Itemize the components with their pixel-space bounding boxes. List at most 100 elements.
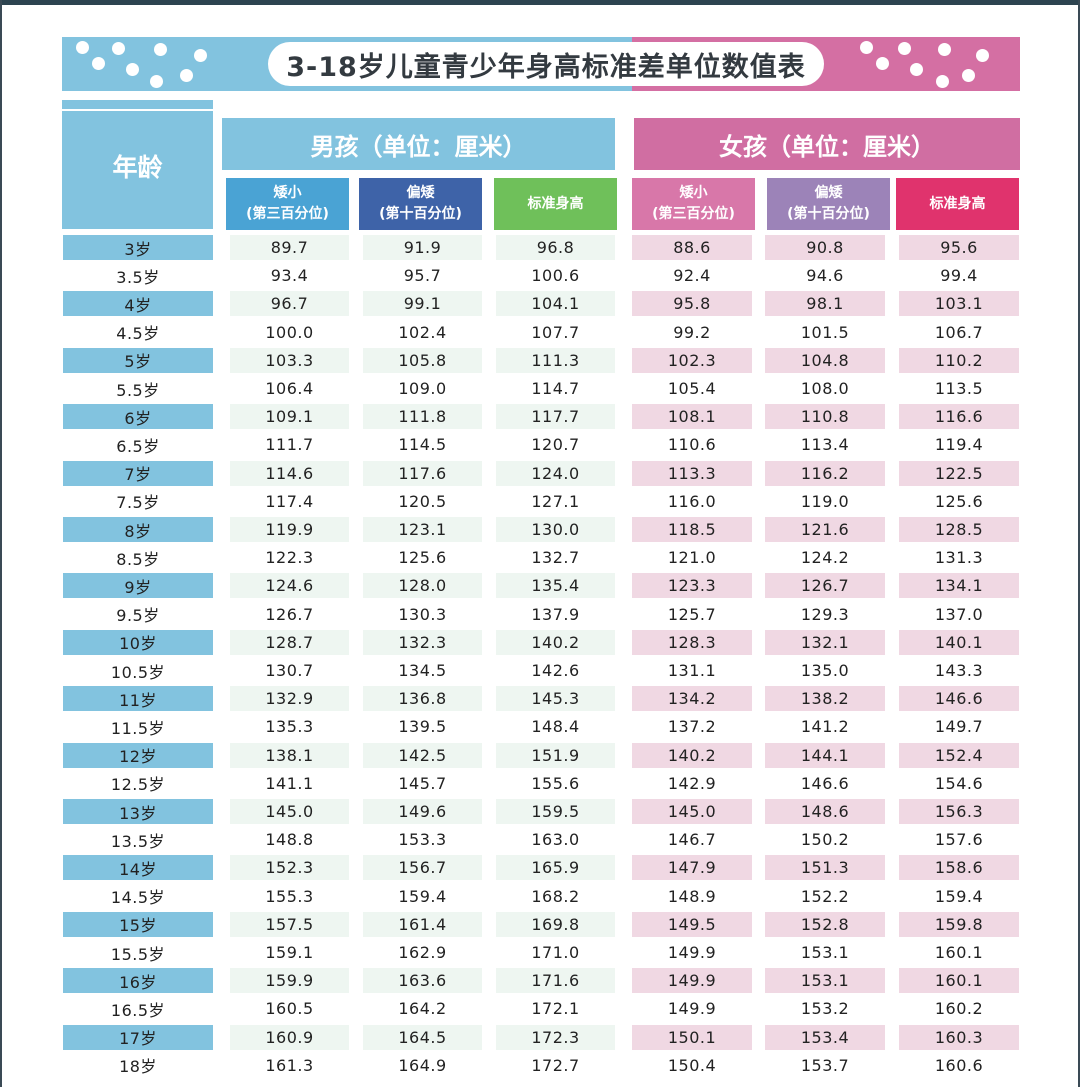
girls-short-cell: 147.9 bbox=[632, 855, 752, 881]
girls-short-cell: 134.2 bbox=[632, 686, 752, 712]
girls-standard-header: 标准身高 bbox=[896, 178, 1019, 230]
boys-below-avg-cell: 128.0 bbox=[363, 573, 482, 599]
girls-short-cell: 149.9 bbox=[632, 968, 752, 994]
boys-standard-cell: 155.6 bbox=[531, 773, 580, 793]
girls-short-cell: 121.0 bbox=[667, 548, 717, 568]
girls-below-avg-cell: 144.1 bbox=[765, 742, 885, 768]
age-cell: 16岁 bbox=[63, 968, 213, 994]
boys-short-cell: 135.3 bbox=[265, 717, 314, 737]
boys-below-avg-cell: 111.8 bbox=[363, 404, 482, 430]
table-row: 13岁 145.0 149.6 159.5 145.0 148.6 156.3 bbox=[0, 797, 1080, 825]
age-cell: 9.5岁 bbox=[116, 606, 160, 626]
table-row: 18岁 161.3 164.9 172.7 150.4 153.7 160.6 bbox=[0, 1051, 1080, 1079]
banner-dot bbox=[910, 63, 923, 76]
girls-standard-cell: 116.6 bbox=[899, 404, 1019, 430]
boys-standard-cell: 163.0 bbox=[531, 830, 580, 850]
header-line2: (第十百分位) bbox=[787, 206, 870, 222]
girls-standard-cell: 160.1 bbox=[934, 943, 984, 962]
girls-short-cell: 113.3 bbox=[632, 460, 752, 486]
girls-short-cell: 125.7 bbox=[667, 604, 717, 624]
girls-standard-cell: 159.8 bbox=[899, 911, 1019, 937]
girls-short-cell: 99.2 bbox=[673, 322, 711, 342]
girls-standard-cell: 122.5 bbox=[899, 460, 1019, 486]
girls-standard-cell: 160.1 bbox=[899, 968, 1019, 994]
girls-below-avg-cell: 108.0 bbox=[800, 379, 850, 398]
girls-short-cell: 128.3 bbox=[632, 629, 752, 655]
boys-short-cell: 130.7 bbox=[265, 661, 314, 680]
boys-short-cell: 100.0 bbox=[265, 322, 314, 342]
table-row: 6岁 109.1 111.8 117.7 108.1 110.8 116.6 bbox=[0, 402, 1080, 430]
age-cell: 14.5岁 bbox=[110, 888, 166, 908]
boys-short-header: 矮小 (第三百分位) bbox=[226, 178, 349, 230]
boys-below-avg-cell: 117.6 bbox=[363, 460, 482, 486]
table-row: 14.5岁 155.3 159.4 168.2 148.9 152.2 159.4 bbox=[0, 882, 1080, 910]
age-cell: 13.5岁 bbox=[110, 831, 166, 851]
header-line1: 标准身高 bbox=[527, 195, 584, 212]
age-cell: 17岁 bbox=[63, 1024, 213, 1050]
girls-short-cell: 105.4 bbox=[667, 379, 717, 398]
boys-below-avg-cell: 159.4 bbox=[398, 886, 447, 906]
girls-below-avg-cell: 98.1 bbox=[765, 291, 885, 317]
boys-standard-cell: 107.7 bbox=[531, 322, 580, 342]
girls-below-avg-cell: 124.2 bbox=[800, 548, 850, 568]
table-row: 14岁 152.3 156.7 165.9 147.9 151.3 158.6 bbox=[0, 853, 1080, 881]
boys-short-cell: 128.7 bbox=[230, 629, 349, 655]
girls-below-avg-cell: 121.6 bbox=[765, 517, 885, 542]
girls-short-cell: 118.5 bbox=[632, 517, 752, 542]
boys-short-cell: 132.9 bbox=[230, 686, 349, 712]
boys-standard-cell: 104.1 bbox=[496, 291, 615, 317]
boys-below-avg-cell: 130.3 bbox=[398, 604, 447, 624]
boys-short-cell: 114.6 bbox=[230, 460, 349, 486]
table-row: 9.5岁 126.7 130.3 137.9 125.7 129.3 137.0 bbox=[0, 600, 1080, 628]
age-cell: 15.5岁 bbox=[110, 944, 166, 964]
girls-standard-cell: 159.4 bbox=[934, 886, 984, 906]
boys-standard-cell: 142.6 bbox=[531, 661, 580, 680]
boys-short-cell: 126.7 bbox=[265, 604, 314, 624]
boys-short-cell: 119.9 bbox=[230, 517, 349, 542]
boys-short-cell: 148.8 bbox=[265, 830, 314, 850]
header-line2: (第十百分位) bbox=[379, 206, 462, 222]
girls-below-avg-header: 偏矮 (第十百分位) bbox=[767, 178, 890, 230]
boys-standard-cell: 168.2 bbox=[531, 886, 580, 906]
girls-standard-cell: 131.3 bbox=[934, 548, 984, 568]
header-line1: 标准身高 bbox=[929, 195, 986, 212]
table-row: 6.5岁 111.7 114.5 120.7 110.6 113.4 119.4 bbox=[0, 430, 1080, 458]
girls-below-avg-cell: 90.8 bbox=[765, 235, 885, 260]
table-row: 10.5岁 130.7 134.5 142.6 131.1 135.0 143.3 bbox=[0, 656, 1080, 684]
boys-standard-cell: 135.4 bbox=[496, 573, 615, 599]
girls-short-cell: 131.1 bbox=[667, 661, 717, 680]
table-row: 13.5岁 148.8 153.3 163.0 146.7 150.2 157.6 bbox=[0, 825, 1080, 853]
girls-below-avg-cell: 153.7 bbox=[800, 1055, 850, 1075]
boys-below-avg-cell: 163.6 bbox=[363, 968, 482, 994]
girls-standard-cell: 160.3 bbox=[899, 1024, 1019, 1050]
boys-standard-cell: 172.3 bbox=[496, 1024, 615, 1050]
girls-standard-cell: 158.6 bbox=[899, 855, 1019, 881]
girls-short-cell: 142.9 bbox=[667, 773, 717, 793]
girls-below-avg-cell: 135.0 bbox=[800, 661, 850, 680]
girls-short-cell: 102.3 bbox=[632, 347, 752, 373]
boys-below-avg-cell: 164.5 bbox=[363, 1024, 482, 1050]
girls-short-cell: 146.7 bbox=[667, 830, 717, 850]
girls-short-cell: 110.6 bbox=[667, 435, 717, 455]
boys-short-cell: 106.4 bbox=[265, 379, 314, 398]
boys-below-avg-cell: 125.6 bbox=[398, 548, 447, 568]
boys-standard-cell: 148.4 bbox=[531, 717, 580, 737]
boys-standard-cell: 151.9 bbox=[496, 742, 615, 768]
boys-standard-cell: 120.7 bbox=[531, 435, 580, 455]
boys-group-header: 男孩（单位：厘米） bbox=[222, 118, 615, 170]
girls-short-cell: 149.9 bbox=[667, 943, 717, 962]
table-row: 3.5岁 93.4 95.7 100.6 92.4 94.6 99.4 bbox=[0, 261, 1080, 289]
girls-below-avg-cell: 148.6 bbox=[765, 799, 885, 824]
girls-short-cell: 108.1 bbox=[632, 404, 752, 430]
boys-below-avg-cell: 156.7 bbox=[363, 855, 482, 881]
girls-below-avg-cell: 104.8 bbox=[765, 347, 885, 373]
header-line2: (第三百分位) bbox=[652, 206, 735, 222]
boys-short-cell: 160.9 bbox=[230, 1024, 349, 1050]
banner-dot bbox=[976, 49, 989, 62]
table-row: 8.5岁 122.3 125.6 132.7 121.0 124.2 131.3 bbox=[0, 543, 1080, 571]
girls-below-avg-cell: 129.3 bbox=[800, 604, 850, 624]
boys-standard-cell: 171.6 bbox=[496, 968, 615, 994]
table-row: 7.5岁 117.4 120.5 127.1 116.0 119.0 125.6 bbox=[0, 487, 1080, 515]
girls-standard-cell: 149.7 bbox=[934, 717, 984, 737]
boys-short-cell: 124.6 bbox=[230, 573, 349, 599]
